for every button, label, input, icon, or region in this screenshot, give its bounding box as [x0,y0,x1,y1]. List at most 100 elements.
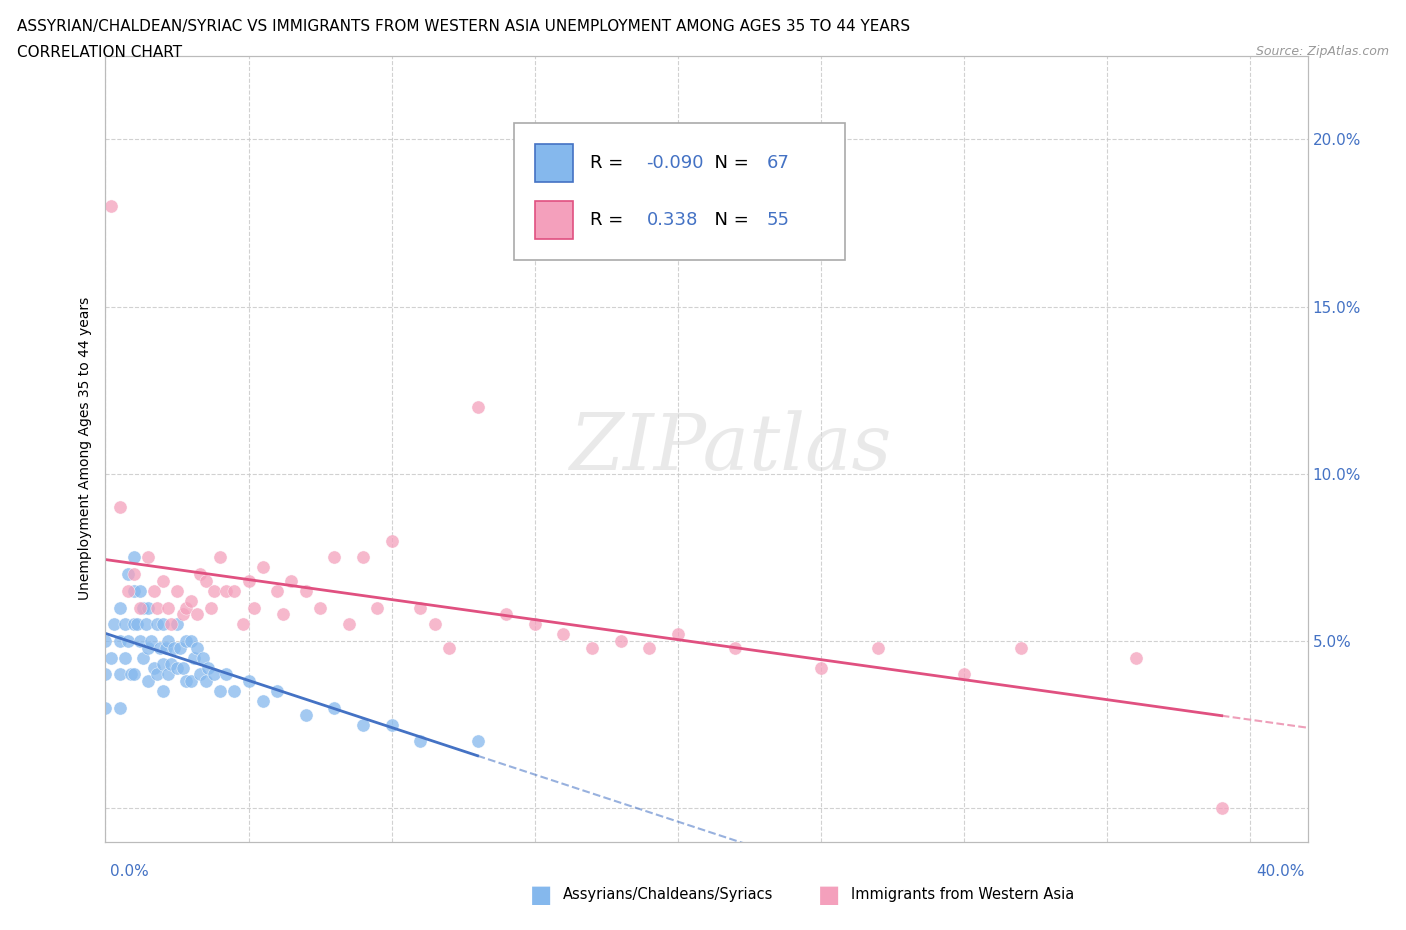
Point [172,606,194,621]
Y-axis label: Unemployment Among Ages 35 to 44 years: Unemployment Among Ages 35 to 44 years [79,297,93,601]
Point [152,657,174,671]
Point [128,600,150,615]
Point [122,617,145,631]
Point [146,667,169,682]
Point [131,650,153,665]
Point [323,700,346,715]
Text: R =: R = [591,153,628,172]
Point [141,633,163,648]
Point [174,673,197,688]
Point [423,617,446,631]
Point [186,640,208,655]
Point [138,640,160,655]
Point [94,633,117,648]
Point [409,600,432,615]
Text: 0.338: 0.338 [647,211,697,229]
Point [135,617,157,631]
Point [157,633,180,648]
Point [122,550,145,565]
Point [114,650,136,665]
Point [174,600,197,615]
Point [495,606,517,621]
Point [100,199,122,214]
Point [163,640,186,655]
Point [117,633,139,648]
Point [200,600,222,615]
Point [232,617,254,631]
Point [202,667,225,682]
Point [108,667,131,682]
Point [108,600,131,615]
Point [152,574,174,589]
Point [138,673,160,688]
Point [202,583,225,598]
Point [174,633,197,648]
Point [194,673,217,688]
Text: 55: 55 [766,211,790,229]
Point [214,583,236,598]
Point [194,574,217,589]
Point [381,533,404,548]
Point [666,627,689,642]
Point [117,566,139,581]
Point [609,633,631,648]
FancyBboxPatch shape [515,123,845,260]
Point [243,600,266,615]
Point [157,600,180,615]
Point [166,617,188,631]
Point [1010,640,1032,655]
Point [122,583,145,598]
Point [103,617,125,631]
Point [114,617,136,631]
Point [280,574,302,589]
Point [523,617,546,631]
Text: Source: ZipAtlas.com: Source: ZipAtlas.com [1256,45,1389,58]
Point [238,673,260,688]
Text: ASSYRIAN/CHALDEAN/SYRIAC VS IMMIGRANTS FROM WESTERN ASIA UNEMPLOYMENT AMONG AGES: ASSYRIAN/CHALDEAN/SYRIAC VS IMMIGRANTS F… [17,19,910,33]
Point [146,600,169,615]
Point [191,650,214,665]
Point [143,583,166,598]
Point [352,550,374,565]
Point [409,734,432,749]
Point [122,667,145,682]
Point [271,606,294,621]
Point [160,657,183,671]
Point [155,640,177,655]
Point [1125,650,1147,665]
Text: ZIPatlas: ZIPatlas [569,410,891,487]
Text: CORRELATION CHART: CORRELATION CHART [17,45,181,60]
Text: N =: N = [703,211,755,229]
Point [108,499,131,514]
Text: ■: ■ [818,883,841,907]
Text: 0.0%: 0.0% [110,864,149,879]
Point [266,583,288,598]
Point [138,550,160,565]
Point [108,700,131,715]
Point [166,583,188,598]
Point [169,640,191,655]
Point [157,667,180,682]
Point [183,650,205,665]
Point [337,617,360,631]
Point [188,667,211,682]
Point [352,717,374,732]
Point [180,633,202,648]
Point [553,627,575,642]
Point [810,660,832,675]
Point [467,400,489,415]
Point [295,707,318,722]
Point [309,600,332,615]
Point [152,684,174,698]
Point [186,606,208,621]
Point [214,667,236,682]
Point [117,583,139,598]
Point [366,600,388,615]
Text: Assyrians/Chaldeans/Syriacs: Assyrians/Chaldeans/Syriacs [562,887,773,902]
Point [953,667,976,682]
Point [188,566,211,581]
Point [120,667,142,682]
Point [252,694,274,709]
Text: R =: R = [591,211,628,229]
Text: Immigrants from Western Asia: Immigrants from Western Asia [851,887,1074,902]
